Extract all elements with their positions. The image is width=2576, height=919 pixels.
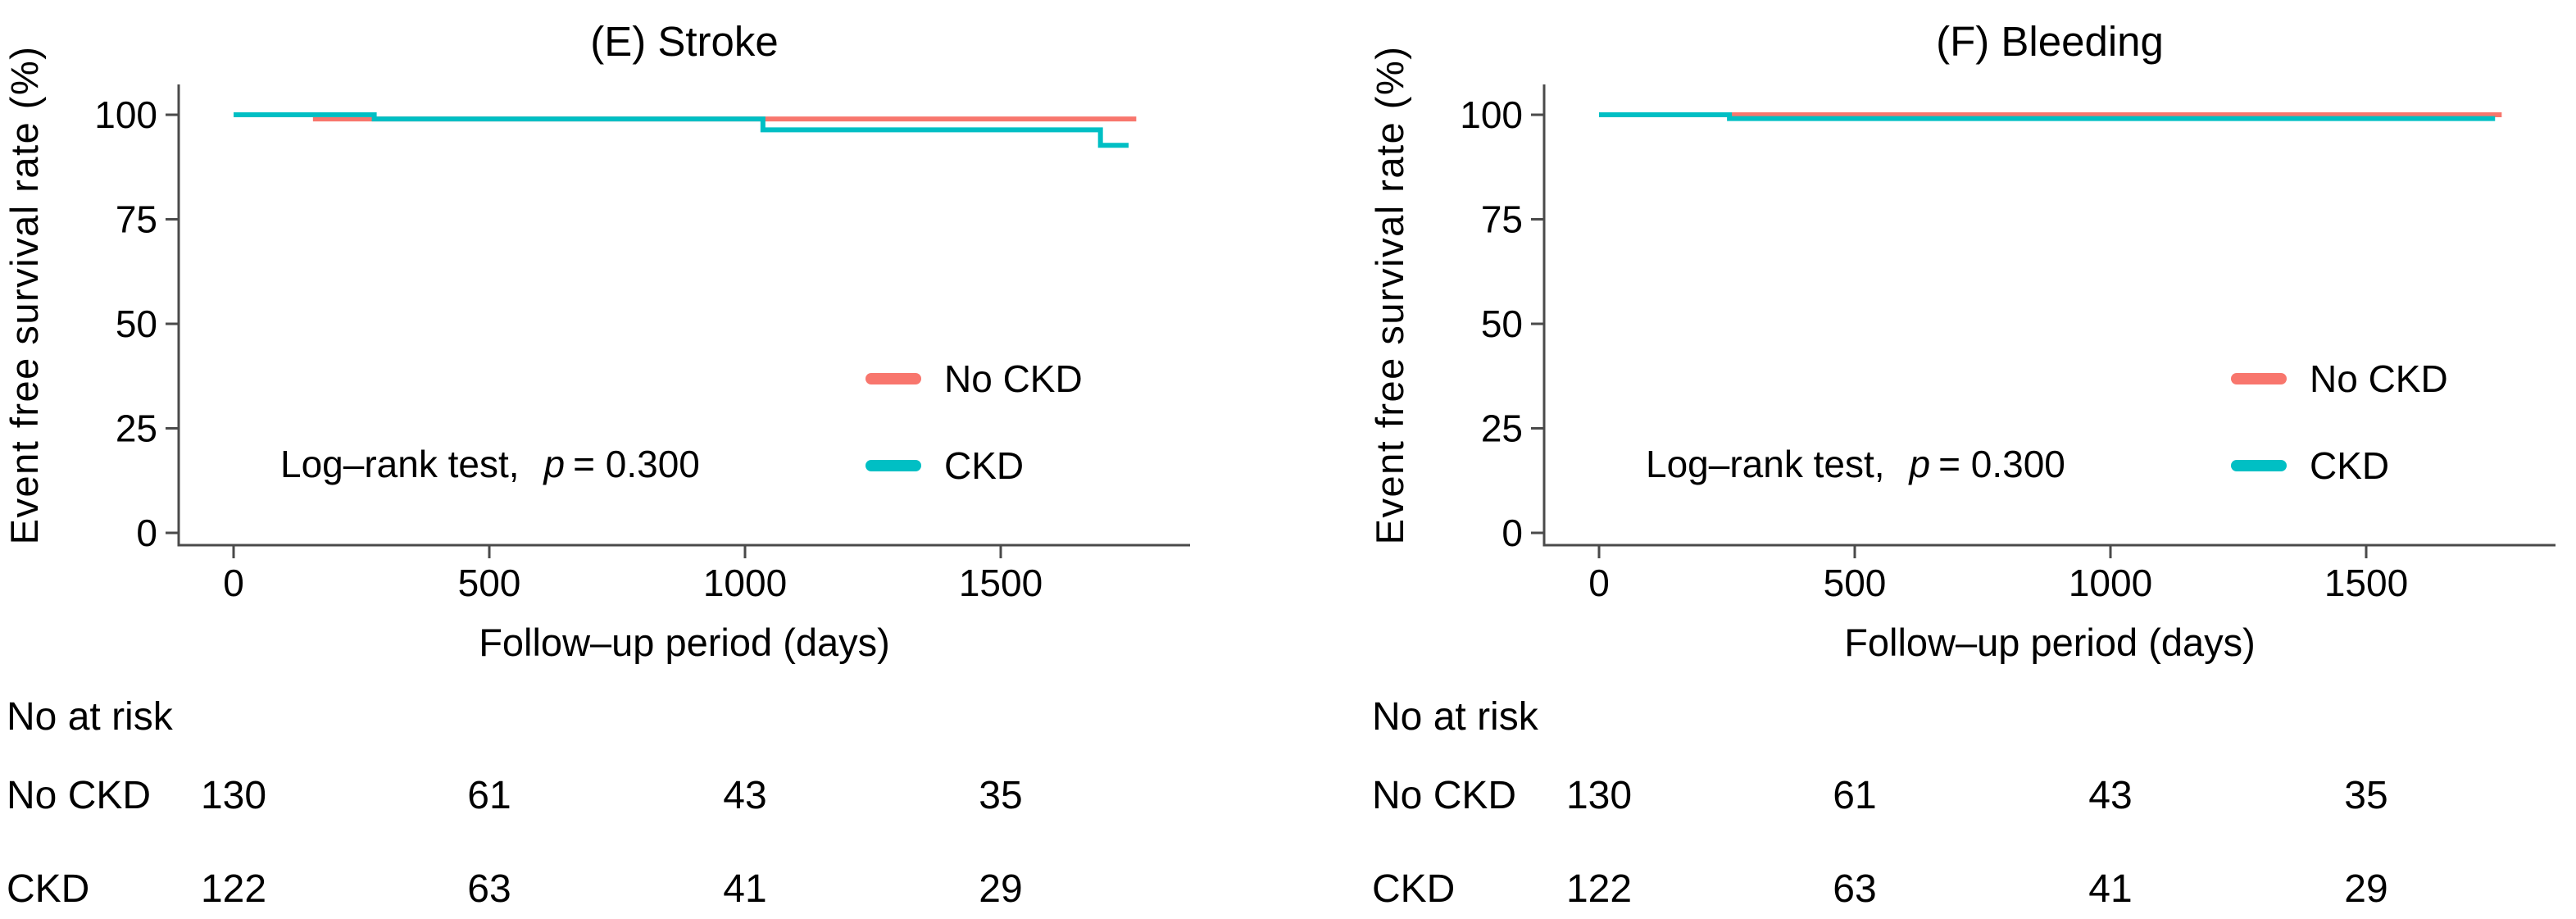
x-tick-label: 500 [1824,562,1887,604]
risk-row-label: No CKD [7,774,151,817]
x-tick-label: 1000 [703,562,787,604]
axes [177,84,1190,547]
y-tick-label: 50 [1481,303,1523,345]
legend-label: No CKD [944,357,1083,400]
risk-count: 29 [2344,867,2387,911]
legend-swatch-no_ckd [865,373,921,384]
legend-item-no_ckd: No CKD [2231,357,2448,400]
risk-count: 61 [467,774,511,817]
legend-item-ckd: CKD [2231,444,2389,487]
legend-label: CKD [2310,444,2389,487]
risk-count: 61 [1833,774,1876,817]
risk-count: 41 [2088,867,2132,911]
risk-table-row: CKD 122 63 41 29 [1372,867,2388,911]
risk-table-header: No at risk [1372,695,1539,739]
risk-count: 130 [201,774,266,817]
log-rank-annotation: Log–rank test, p = 0.300 [1646,443,2065,485]
survival-curves [234,112,1137,148]
legend-swatch-ckd [2231,460,2287,471]
legend-item-ckd: CKD [865,444,1024,487]
risk-table-row: No CKD 130 61 43 35 [7,774,1023,817]
legend-label: No CKD [2310,357,2448,400]
x-tick-label: 500 [458,562,521,604]
axes [1542,84,2556,547]
legend: No CKD CKD [2231,357,2448,487]
x-axis-title: Follow–up period (days) [1844,621,2256,664]
x-tick-label: 0 [223,562,244,604]
x-tick-label: 1500 [959,562,1043,604]
x-axis-title: Follow–up period (days) [479,621,890,664]
risk-table: No at risk No CKD 130 61 43 35 CKD 122 63 41 29 [1372,695,2388,911]
legend-swatch-ckd [865,460,921,471]
y-tick-label: 25 [1481,407,1523,450]
panel-title: (E) Stroke [590,18,779,65]
y-tick-label: 50 [116,303,157,345]
panel-title: (F) Bleeding [1936,18,2164,65]
risk-count: 122 [201,867,266,911]
legend: No CKD CKD [865,357,1083,487]
log-rank-annotation: Log–rank test, p = 0.300 [280,443,700,485]
x-tick-label: 1000 [2069,562,2152,604]
risk-count: 35 [979,774,1022,817]
legend-item-no_ckd: No CKD [865,357,1083,400]
y-axis-title: Event free survival rate (%) [1368,46,1411,545]
risk-count: 63 [1833,867,1876,911]
risk-table-header: No at risk [7,695,174,739]
y-tick-label: 0 [1502,512,1523,554]
curve-ckd [234,112,1129,148]
y-tick-label: 100 [1460,93,1523,136]
y-axis-title: Event free survival rate (%) [2,46,46,545]
y-tick-label: 75 [116,198,157,241]
risk-table: No at risk No CKD 130 61 43 35 CKD 122 63 41 29 [7,695,1023,911]
y-tick-label: 75 [1481,198,1523,241]
risk-count: 29 [979,867,1022,911]
x-tick-label: 1500 [2324,562,2408,604]
y-tick-label: 100 [94,93,157,136]
risk-count: 41 [723,867,766,911]
risk-count: 63 [467,867,511,911]
risk-row-label: No CKD [1372,774,1516,817]
risk-row-label: CKD [1372,867,1455,911]
y-ticks: 0 25 50 75 100 [1460,93,1544,554]
risk-count: 130 [1566,774,1632,817]
risk-count: 35 [2344,774,2387,817]
y-ticks: 0 25 50 75 100 [94,93,179,554]
x-tick-label: 0 [1588,562,1610,604]
risk-table-row: No CKD 130 61 43 35 [1372,774,2388,817]
x-ticks: 0 500 1000 1500 [223,545,1043,604]
risk-count: 43 [723,774,766,817]
y-tick-label: 0 [136,512,157,554]
risk-row-label: CKD [7,867,89,911]
risk-table-row: CKD 122 63 41 29 [7,867,1023,911]
y-tick-label: 25 [116,407,157,450]
survival-curves [1599,112,2502,121]
legend-swatch-no_ckd [2231,373,2287,384]
legend-label: CKD [944,444,1024,487]
x-ticks: 0 500 1000 1500 [1588,545,2408,604]
curve-ckd [1599,112,2496,121]
risk-count: 122 [1566,867,1632,911]
risk-count: 43 [2088,774,2132,817]
